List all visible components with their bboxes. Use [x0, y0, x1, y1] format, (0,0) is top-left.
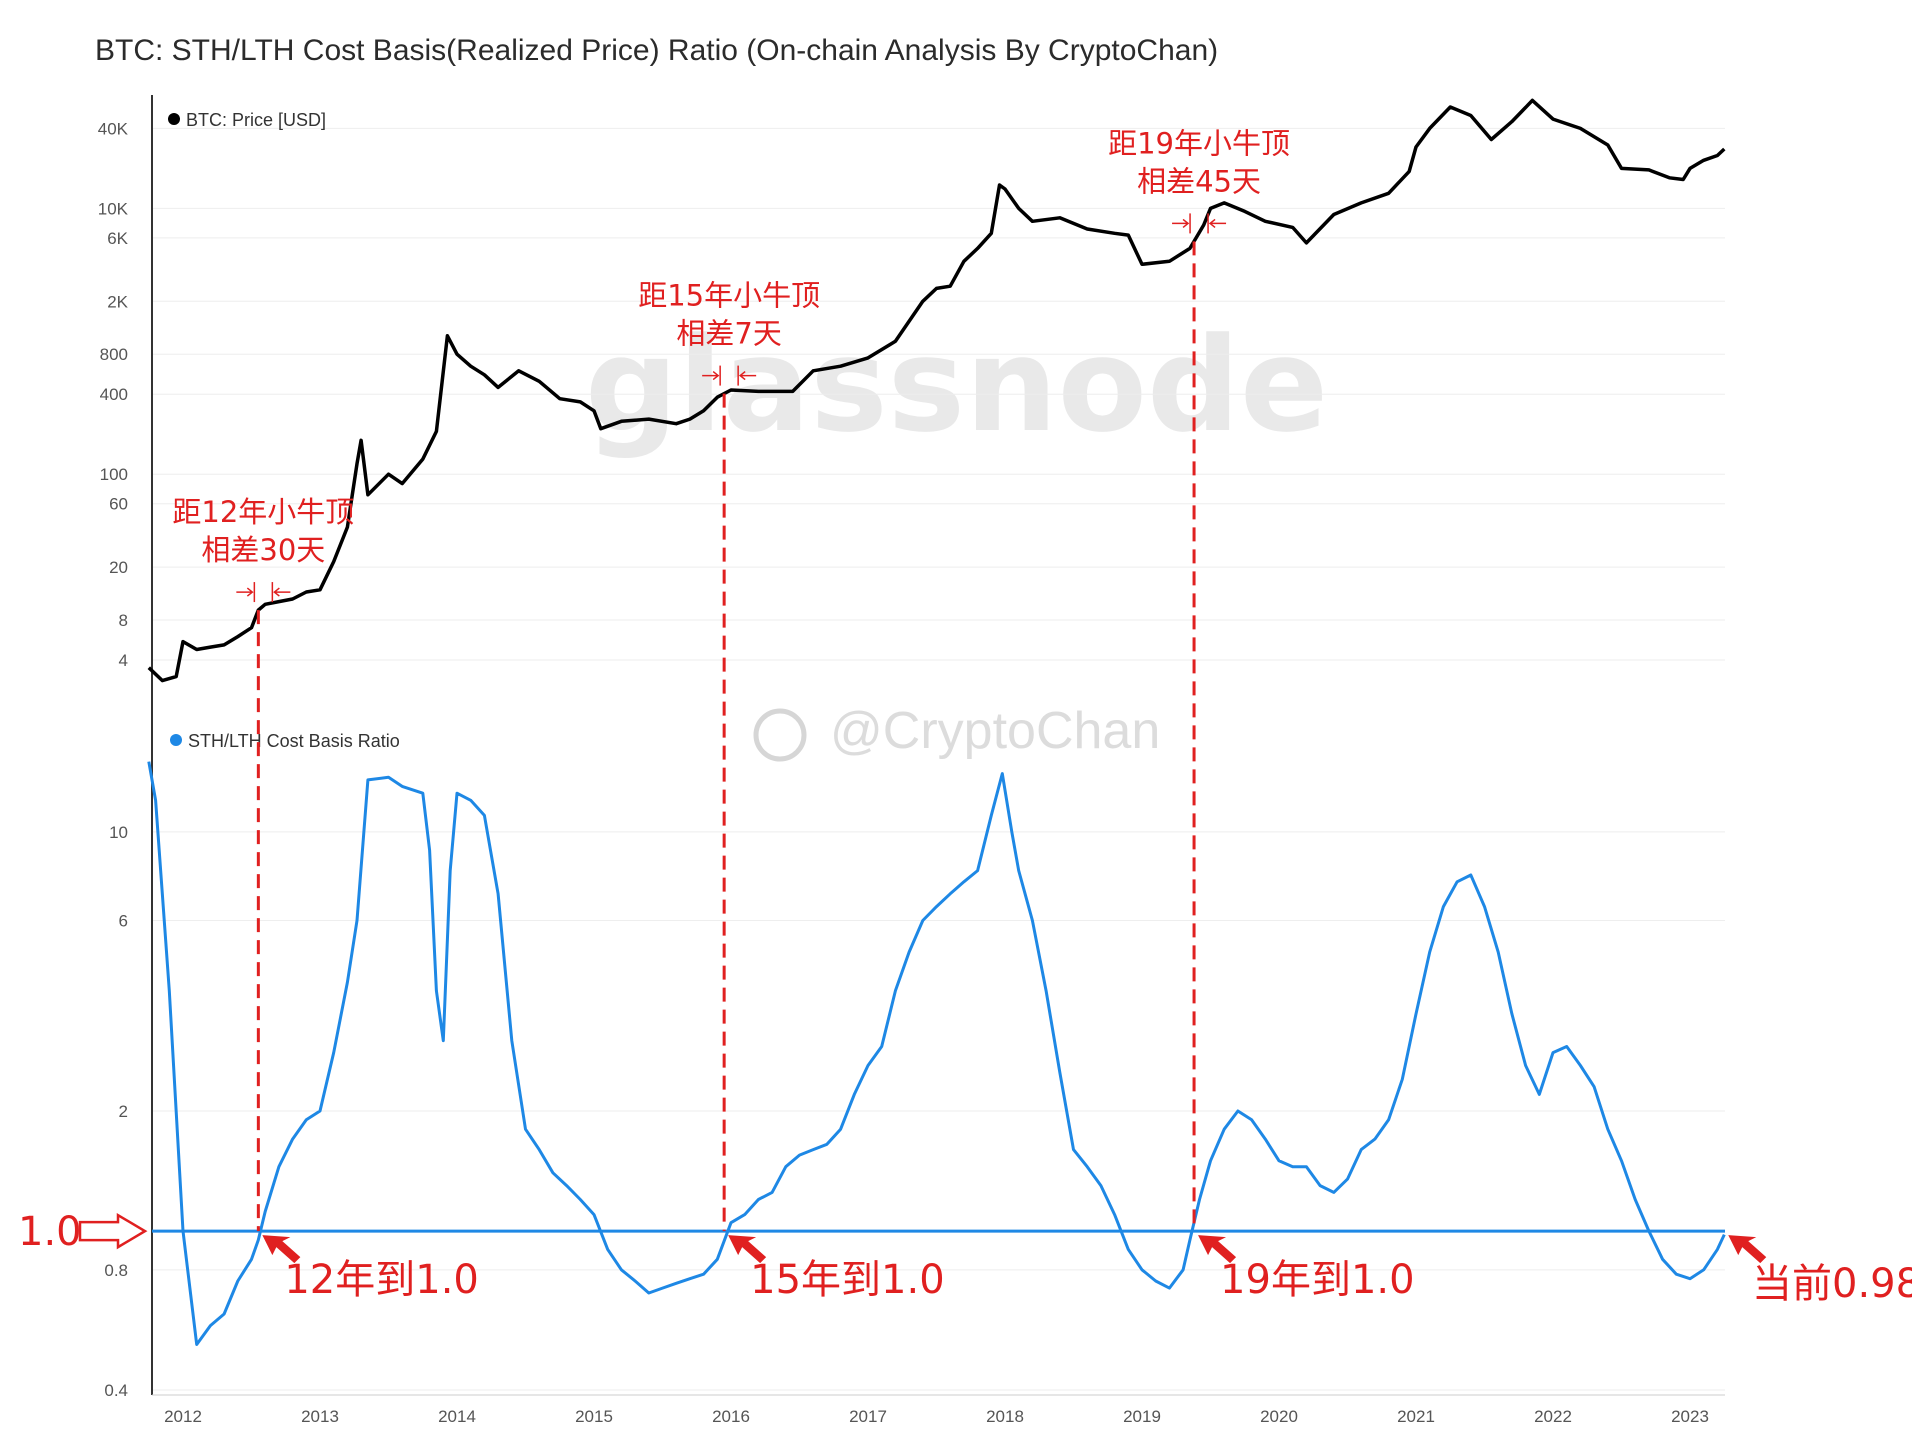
- x-tick-label: 2016: [712, 1407, 750, 1426]
- weibo-icon: [753, 708, 807, 762]
- event-bottom-label: 19年到1.0: [1220, 1257, 1415, 1303]
- x-tick-label: 2017: [849, 1407, 887, 1426]
- chart-title: BTC: STH/LTH Cost Basis(Realized Price) …: [95, 34, 1218, 67]
- price-legend-label: BTC: Price [USD]: [186, 110, 326, 130]
- ratio-legend-dot: [170, 734, 182, 746]
- y-tick-label: 0.8: [104, 1261, 128, 1280]
- y-tick-label: 10K: [98, 199, 129, 218]
- price-series-line: [147, 98, 1726, 683]
- watermark-handle: @CryptoChan: [830, 702, 1160, 760]
- x-tick-label: 2020: [1260, 1407, 1298, 1426]
- ratio-legend-label: STH/LTH Cost Basis Ratio: [188, 731, 400, 751]
- y-tick-label: 800: [100, 345, 128, 364]
- event-top-label: 相差7天: [676, 317, 781, 351]
- x-tick-label: 2012: [164, 1407, 202, 1426]
- x-tick-label: 2023: [1671, 1407, 1709, 1426]
- current-arrow-icon: [1728, 1235, 1767, 1264]
- gap-arrow-icon: [1172, 218, 1190, 228]
- gap-arrow-icon: [1208, 218, 1227, 228]
- y-tick-label: 0.4: [104, 1381, 128, 1400]
- x-tick-label: 2019: [1123, 1407, 1161, 1426]
- y-tick-label: 2: [119, 1102, 128, 1121]
- x-tick-label: 2013: [301, 1407, 339, 1426]
- current-label: 当前0.98: [1752, 1261, 1912, 1307]
- price-legend: BTC: Price [USD]: [168, 110, 326, 130]
- gap-arrow-icon: [273, 587, 291, 597]
- glassnode-watermark: glassnode: [585, 309, 1328, 461]
- threshold-label: 1.0: [18, 1209, 82, 1255]
- event-top-label: 距19年小牛顶: [1108, 126, 1290, 160]
- y-tick-label: 8: [119, 611, 128, 630]
- y-tick-label: 2K: [107, 292, 128, 311]
- event-bottom-label: 15年到1.0: [750, 1257, 945, 1303]
- event-top-label: 距15年小牛顶: [638, 279, 820, 313]
- x-tick-label: 2014: [438, 1407, 476, 1426]
- y-tick-label: 60: [109, 495, 128, 514]
- y-tick-label: 20: [109, 558, 128, 577]
- weibo-watermark: @CryptoChan: [753, 702, 1160, 762]
- gap-arrow-icon: [702, 371, 720, 381]
- x-tick-label: 2021: [1397, 1407, 1435, 1426]
- event-top-label: 距12年小牛顶: [172, 495, 354, 529]
- y-tick-label: 10: [109, 823, 128, 842]
- gap-arrow-icon: [236, 587, 254, 597]
- y-tick-label: 100: [100, 465, 128, 484]
- event-arrow-icon: [728, 1235, 767, 1264]
- y-tick-label: 6K: [107, 229, 128, 248]
- gap-arrow-icon: [738, 371, 757, 381]
- event-top-label: 相差30天: [201, 533, 325, 567]
- event-arrow-icon: [1198, 1235, 1237, 1264]
- x-tick-label: 2018: [986, 1407, 1024, 1426]
- x-tick-label: 2015: [575, 1407, 613, 1426]
- ratio-legend: STH/LTH Cost Basis Ratio: [170, 731, 400, 751]
- event-bottom-label: 12年到1.0: [284, 1257, 479, 1303]
- y-tick-label: 6: [119, 911, 128, 930]
- ratio-series-line: [147, 761, 1726, 1346]
- event-arrow-icon: [262, 1235, 301, 1264]
- x-tick-label: 2022: [1534, 1407, 1572, 1426]
- y-tick-label: 4: [119, 651, 128, 670]
- y-tick-label: 40K: [98, 119, 129, 138]
- event-top-label: 相差45天: [1137, 164, 1261, 198]
- threshold-arrow-icon: [78, 1212, 148, 1250]
- price-legend-dot: [168, 113, 180, 125]
- y-tick-label: 400: [100, 385, 128, 404]
